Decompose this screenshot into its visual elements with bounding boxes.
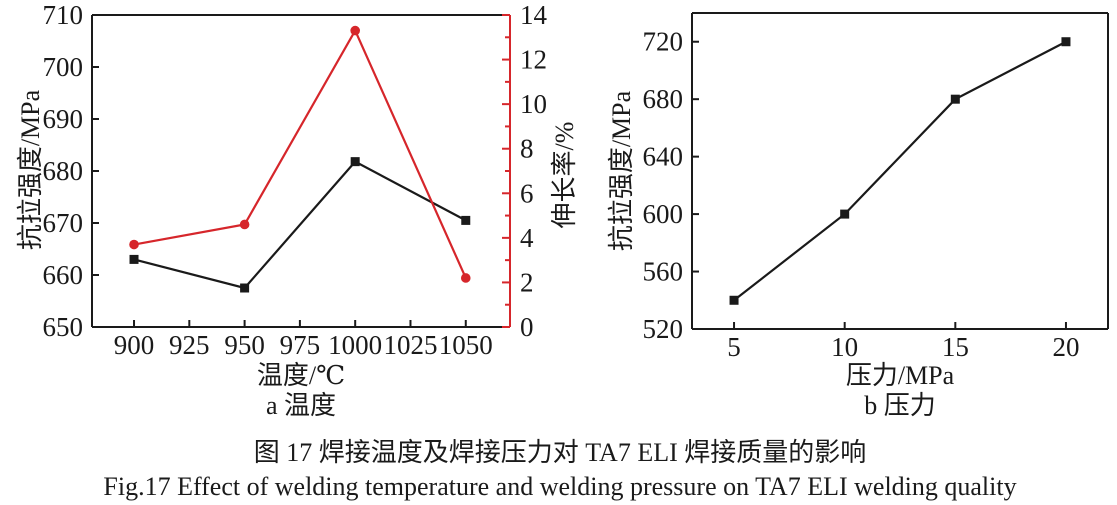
chart-a-right-axis-title: 伸长率/% (550, 121, 579, 229)
x-tick-label: 1000 (328, 330, 382, 360)
y-tick-label: 670 (43, 208, 84, 238)
chart-a-left-axis-title: 抗拉强度/MPa (16, 89, 45, 251)
y-tick-label: 710 (43, 0, 84, 30)
y-tick-label: 680 (43, 156, 84, 186)
series-line (133, 28, 467, 279)
data-point-marker (129, 254, 139, 264)
chart-a-subcaption: a 温度 (265, 391, 337, 420)
y-tick-label: 720 (643, 27, 684, 57)
data-point-marker (350, 25, 360, 36)
secondary-y-tick-label: 0 (520, 312, 534, 342)
x-tick-label: 925 (169, 330, 210, 360)
chart-b-left-axis-title: 抗拉强度/MPa (607, 90, 636, 252)
secondary-y-tick-label: 6 (520, 178, 534, 208)
series-line (733, 40, 1067, 302)
y-tick-label: 520 (643, 314, 684, 344)
x-tick-label: 1025 (383, 330, 437, 360)
x-tick-label: 900 (114, 330, 155, 360)
chart-b-x-axis-title: 压力/MPa (845, 361, 955, 390)
y-tick-label: 680 (643, 84, 684, 114)
chart-a-x-axis-title: 温度/℃ (256, 361, 346, 390)
data-point-marker (129, 239, 139, 250)
x-tick-label: 15 (942, 332, 969, 362)
x-tick-label: 20 (1052, 332, 1079, 362)
secondary-y-tick-label: 12 (520, 45, 547, 75)
secondary-y-tick-label: 4 (520, 223, 534, 253)
series-line (133, 160, 467, 290)
chart-pressure: 5 10 15 20 520 560 600 640 680 720 (643, 12, 1109, 362)
secondary-y-tick-label: 2 (520, 267, 534, 297)
chart-b-subcaption: b 压力 (864, 391, 936, 420)
y-tick-label: 640 (643, 142, 684, 172)
x-tick-label: 1050 (439, 330, 493, 360)
x-tick-label: 10 (831, 332, 858, 362)
y-tick-label: 660 (43, 260, 84, 290)
x-tick-label: 5 (727, 332, 741, 362)
data-point-marker (840, 209, 850, 219)
x-tick-label: 950 (224, 330, 265, 360)
figure-caption-chinese: 图 17 焊接温度及焊接压力对 TA7 ELI 焊接质量的影响 (253, 438, 867, 467)
data-point-marker (460, 273, 471, 283)
data-point-marker (729, 295, 739, 305)
y-tick-label: 600 (643, 199, 684, 229)
data-point-marker (240, 283, 250, 293)
x-tick-label: 975 (280, 330, 321, 360)
data-point-marker (1061, 37, 1071, 47)
data-point-marker (950, 94, 960, 104)
secondary-y-tick-label: 14 (520, 0, 548, 30)
secondary-y-tick-label: 8 (520, 134, 534, 164)
y-tick-label: 560 (643, 257, 684, 287)
chart-temperature: 900 925 950 975 1000 1025 10506506606706806907… (43, 0, 548, 360)
y-tick-label: 650 (43, 312, 84, 342)
data-point-marker (350, 157, 360, 167)
secondary-y-tick-label: 10 (520, 89, 547, 119)
y-tick-label: 690 (43, 104, 84, 134)
y-tick-label: 700 (43, 52, 84, 82)
figure-caption-english: Fig.17 Effect of welding temperature and… (103, 472, 1017, 501)
data-point-marker (461, 215, 471, 225)
data-point-marker (239, 219, 250, 230)
